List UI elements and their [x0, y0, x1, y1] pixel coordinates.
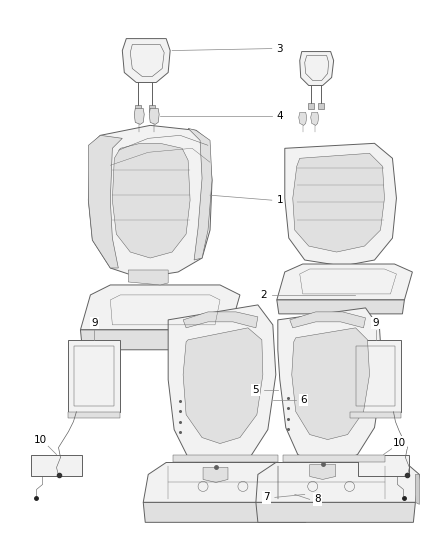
Polygon shape	[183, 328, 263, 443]
Text: 3: 3	[276, 44, 283, 54]
Polygon shape	[203, 467, 228, 482]
Polygon shape	[357, 455, 410, 477]
Polygon shape	[31, 455, 82, 477]
Polygon shape	[318, 103, 324, 109]
Polygon shape	[134, 108, 144, 124]
Polygon shape	[293, 154, 385, 252]
Polygon shape	[122, 38, 170, 83]
Polygon shape	[311, 112, 319, 125]
Polygon shape	[350, 340, 401, 411]
Polygon shape	[310, 464, 336, 480]
Polygon shape	[68, 340, 120, 411]
Polygon shape	[292, 328, 370, 440]
Polygon shape	[285, 143, 396, 266]
Polygon shape	[143, 503, 308, 522]
Polygon shape	[112, 143, 190, 258]
Polygon shape	[283, 455, 385, 463]
Text: 4: 4	[276, 111, 283, 122]
Polygon shape	[290, 312, 366, 328]
Polygon shape	[128, 270, 168, 285]
Polygon shape	[188, 128, 212, 260]
Text: 10: 10	[34, 434, 47, 445]
Text: 7: 7	[264, 492, 270, 503]
Polygon shape	[68, 411, 120, 417]
Polygon shape	[277, 300, 404, 314]
Polygon shape	[256, 463, 419, 503]
Polygon shape	[88, 125, 212, 278]
Text: 2: 2	[261, 290, 267, 300]
Polygon shape	[173, 455, 278, 463]
Text: 10: 10	[393, 438, 406, 448]
Polygon shape	[256, 503, 415, 522]
Text: 6: 6	[300, 394, 307, 405]
Polygon shape	[277, 264, 413, 300]
Polygon shape	[149, 106, 155, 112]
Polygon shape	[308, 103, 314, 109]
Text: 5: 5	[253, 385, 259, 394]
Polygon shape	[278, 308, 382, 464]
Polygon shape	[299, 112, 307, 125]
Polygon shape	[183, 312, 258, 328]
Polygon shape	[350, 411, 401, 417]
Text: 1: 1	[276, 195, 283, 205]
Polygon shape	[415, 474, 419, 504]
Polygon shape	[143, 463, 313, 503]
Polygon shape	[135, 106, 141, 112]
Polygon shape	[81, 285, 240, 330]
Polygon shape	[300, 52, 334, 85]
Text: 9: 9	[91, 318, 98, 328]
Polygon shape	[88, 135, 122, 268]
Polygon shape	[308, 474, 313, 504]
Polygon shape	[81, 330, 230, 350]
Polygon shape	[149, 108, 159, 124]
Text: 9: 9	[372, 318, 379, 328]
Text: 8: 8	[314, 495, 321, 504]
Polygon shape	[168, 305, 276, 467]
